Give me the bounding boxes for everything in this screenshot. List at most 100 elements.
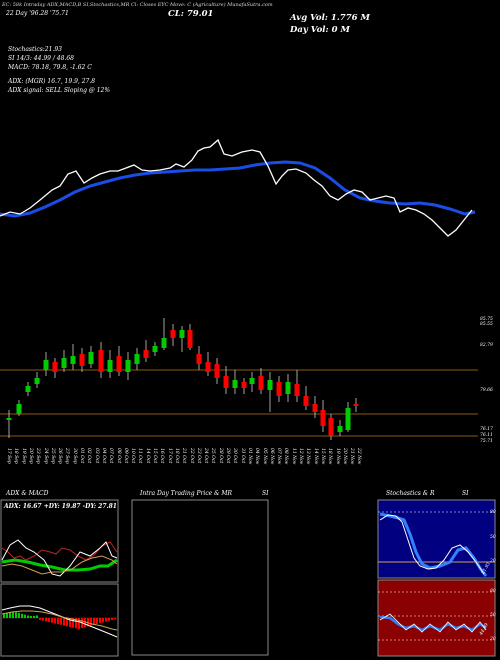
macd-bar: [24, 614, 26, 618]
info-strip: EC: 58k Intraday ADX,MACD,B SI,Stochasti…: [2, 2, 273, 8]
candle: [353, 404, 359, 406]
price-label-1: 85.75: [480, 317, 493, 322]
macd-bar: [69, 618, 71, 627]
close-label: CL: 79.01: [168, 9, 214, 19]
candle: [70, 356, 76, 364]
stoch-axis-20: 20: [490, 559, 496, 564]
ma-line: [0, 160, 476, 218]
candle: [285, 382, 291, 394]
macd-bar: [93, 618, 95, 625]
macd-bar: [51, 618, 53, 623]
macd-bar: [3, 614, 5, 618]
stoch-si-label: SI: [462, 490, 469, 497]
candle: [196, 354, 202, 364]
candle: [6, 418, 12, 420]
price-label-5: 76.17: [480, 427, 493, 432]
macd-bar: [57, 618, 59, 625]
candle: [152, 346, 158, 352]
candle: [187, 330, 193, 348]
adx-red-line: [1, 541, 118, 561]
price-label-6: 76.11: [480, 433, 493, 438]
adx-values: ADX: 16.67 +DY: 19.87 -DY: 27.81: [4, 503, 117, 510]
candle: [179, 330, 185, 338]
macd-bar: [105, 618, 107, 622]
stoch-title: Stochastics & R: [386, 490, 435, 497]
candle: [294, 384, 300, 396]
stoch-axis-50: 50: [490, 535, 496, 540]
macd-bar: [48, 618, 50, 623]
stoch-panel: [377, 499, 496, 579]
macd-bar: [72, 618, 74, 628]
macd-bar: [114, 618, 116, 620]
candle: [98, 350, 104, 372]
macd-bar: [36, 615, 38, 618]
candle: [170, 330, 176, 338]
candlesticks: [6, 318, 359, 440]
macd-bar: [63, 618, 65, 626]
adx-white-line: [1, 539, 118, 577]
candle: [161, 338, 167, 348]
candle: [88, 352, 94, 364]
adx-signal: ADX signal: SELL Sloping @ 12%: [8, 87, 111, 94]
price-line: [0, 138, 473, 237]
level-lines: [0, 369, 478, 437]
candle: [107, 360, 113, 372]
macd-bar: [66, 618, 68, 627]
macd-bar: [9, 612, 11, 618]
macd-panel: [0, 583, 119, 657]
candle: [303, 396, 309, 406]
candle: [116, 356, 122, 372]
candle: [258, 376, 264, 390]
price-label-4: 79.66: [480, 388, 493, 393]
macd-bar: [75, 618, 77, 629]
stoch-blue-line: [379, 512, 488, 577]
candle: [214, 364, 220, 378]
candle: [276, 382, 282, 396]
price-label-3: 82.79: [480, 343, 493, 348]
macd-bar: [21, 613, 23, 618]
candle: [61, 358, 67, 368]
macd-bar: [12, 612, 14, 618]
si-white-line: [379, 613, 487, 633]
candle: [143, 350, 149, 358]
macd-bar: [87, 618, 89, 627]
candle: [267, 380, 273, 390]
candle: [328, 418, 334, 436]
macd-bar: [78, 618, 80, 630]
macd-bar: [102, 618, 104, 623]
intraday-title: Intra Day Trading Price & MR: [140, 490, 233, 497]
adx-green-line: [1, 558, 118, 572]
macd-bar: [15, 612, 17, 618]
macd-bar: [96, 618, 98, 624]
stoch-axis-80: 80: [490, 510, 496, 515]
candle: [205, 362, 211, 372]
macd-bar: [108, 618, 110, 621]
candle: [125, 360, 131, 372]
dates-line: 22 Day '96.28 '75.71: [6, 10, 69, 17]
si-panel: [377, 579, 496, 657]
price-label-7: 75.71: [480, 439, 493, 444]
si-axis-80: 80: [490, 589, 496, 594]
macd-bar: [111, 618, 113, 620]
intraday-si-label: SI: [262, 490, 269, 497]
stochastics-reading: Stochastics:21.93: [8, 46, 62, 53]
macd-signal-line: [1, 610, 118, 631]
candle: [34, 378, 40, 384]
avg-volume: Avg Vol: 1.776 M: [290, 13, 370, 23]
macd-bar: [99, 618, 101, 624]
candle: [345, 408, 351, 430]
main-chart: [0, 138, 478, 440]
candle: [241, 382, 247, 388]
candle: [320, 410, 326, 426]
candle: [337, 426, 343, 432]
macd-bar: [84, 618, 86, 628]
adx-macd-title: ADX & MACD: [6, 490, 49, 497]
macd-bar: [30, 615, 32, 618]
candle: [223, 376, 229, 388]
macd-bar: [42, 618, 44, 621]
candle: [249, 378, 255, 384]
macd-bar: [90, 618, 92, 626]
macd-bar: [33, 615, 35, 618]
macd-bar: [54, 618, 56, 624]
